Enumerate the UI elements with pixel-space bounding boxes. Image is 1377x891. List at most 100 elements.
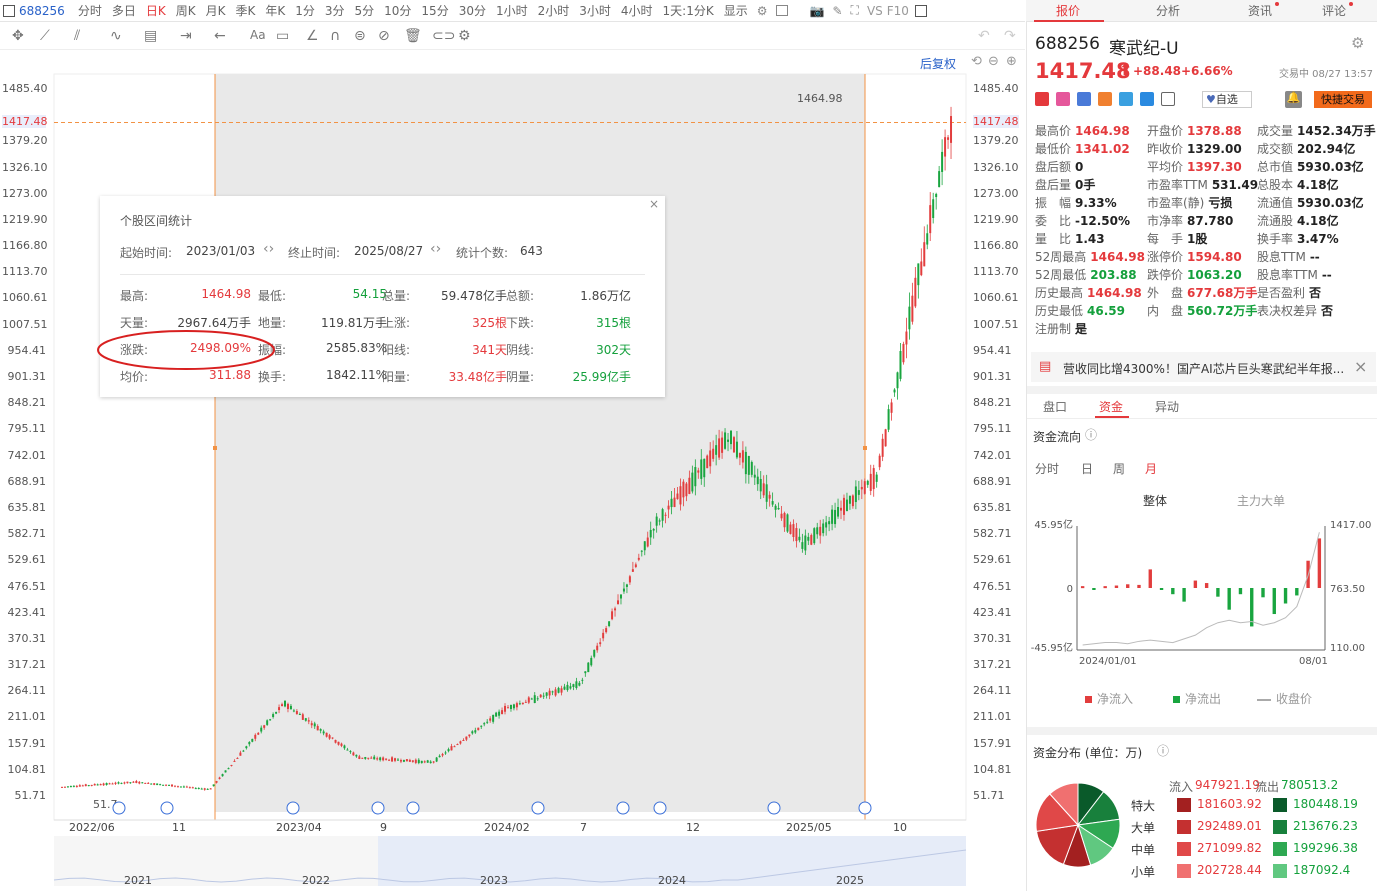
price-label-left: 582.71 <box>7 527 47 541</box>
flow-bar <box>1261 588 1265 598</box>
settings-icon[interactable]: ⚙ <box>1351 34 1365 52</box>
timeframe-1[interactable]: 多日 <box>111 4 136 18</box>
reset-icon[interactable]: ⟲ <box>971 54 982 69</box>
text-tool-icon[interactable]: Aa <box>250 28 266 42</box>
share-badge-icon[interactable] <box>1119 92 1133 106</box>
timeframe-4[interactable]: 月K <box>205 4 226 18</box>
candle-body <box>498 711 501 716</box>
dist-label: 中单 <box>1131 843 1156 857</box>
field-value: 0 <box>1075 160 1084 174</box>
timeframe-10[interactable]: 10分 <box>384 4 412 18</box>
camera-icon[interactable]: 📷 <box>809 3 825 18</box>
gear-icon[interactable]: ⚙ <box>458 28 471 44</box>
fib-tool-icon[interactable]: ▤ <box>144 28 158 44</box>
range-tool-icon[interactable]: ⇥ <box>180 28 192 44</box>
close-icon[interactable]: × <box>648 197 659 211</box>
quick-trade-button[interactable]: 快捷交易 <box>1314 91 1372 108</box>
info-icon[interactable]: ⓘ <box>1157 744 1170 758</box>
flag-icon[interactable] <box>1035 92 1049 106</box>
restore-adjust-link[interactable]: 后复权 <box>920 57 957 71</box>
db-badge-icon[interactable] <box>1077 92 1091 106</box>
period-tab-1[interactable]: 日 <box>1081 462 1094 476</box>
magnet-icon[interactable]: ∩ <box>330 28 341 44</box>
panel-toggle-icon[interactable] <box>3 4 15 17</box>
move-icon[interactable]: ✥ <box>12 28 24 44</box>
end-adjust-icon[interactable]: ‹› <box>430 241 442 257</box>
eraser-icon[interactable]: ∠ <box>306 28 319 44</box>
settings-icon[interactable]: ⚙ <box>756 3 768 18</box>
right-tab-2[interactable]: 资讯 <box>1248 2 1280 19</box>
candle-body <box>382 757 385 761</box>
info-icon[interactable]: ⓘ <box>1085 428 1098 442</box>
channel-tool-icon[interactable]: ⫽ <box>74 28 81 44</box>
candle-body <box>126 781 129 784</box>
fullscreen-icon[interactable]: ⛶ <box>850 3 859 17</box>
more-icon[interactable]: ⋯ <box>1345 158 1357 172</box>
price-label-right: 1485.40 <box>973 82 1019 95</box>
right-tab-3[interactable]: 评论 <box>1322 2 1354 19</box>
timeframe-14[interactable]: 2小时 <box>537 4 570 18</box>
note-badge-icon[interactable] <box>1161 92 1175 106</box>
f10-button[interactable]: F10 <box>886 3 909 18</box>
close-icon[interactable]: × <box>1354 357 1368 376</box>
alert-bell-icon[interactable]: 🔔 <box>1285 91 1302 108</box>
timeframe-17[interactable]: 1天:1分K <box>662 4 714 18</box>
lock-icon[interactable]: ⊜ <box>354 28 366 44</box>
timeframe-7[interactable]: 1分 <box>295 4 315 18</box>
pen-icon[interactable]: ✎ <box>832 3 843 18</box>
right-tab-0[interactable]: 报价 <box>1056 2 1080 19</box>
timeframe-0[interactable]: 分时 <box>77 4 102 18</box>
flow-subtab-1[interactable]: 主力大单 <box>1237 494 1286 508</box>
hide-icon[interactable]: ⊘ <box>378 28 390 44</box>
period-tab-3[interactable]: 月 <box>1145 462 1158 476</box>
tag-badge-icon[interactable] <box>1140 92 1154 106</box>
trash-icon[interactable]: 🗑 <box>404 28 422 44</box>
comment-tool-icon[interactable]: ▭ <box>276 28 290 44</box>
capital-tab-1[interactable]: 资金 <box>1099 400 1124 414</box>
chart-badge-icon[interactable] <box>1056 92 1070 106</box>
timeframe-2[interactable]: 日K <box>145 4 166 18</box>
price-label-right: 1113.70 <box>973 265 1019 279</box>
period-tab-2[interactable]: 周 <box>1113 462 1126 476</box>
timeframe-13[interactable]: 1小时 <box>495 4 528 18</box>
zoom-in-icon[interactable]: ⊕ <box>1006 54 1017 69</box>
end-date: 2025/08/27 <box>354 244 424 258</box>
capital-tab-0[interactable]: 盘口 <box>1043 400 1068 414</box>
flow-subtab-0[interactable]: 整体 <box>1143 494 1168 508</box>
sidebar-toggle-icon[interactable] <box>914 4 927 17</box>
start-adjust-icon[interactable]: ‹› <box>263 241 275 257</box>
field-label: 市盈率(静) <box>1147 196 1205 210</box>
capital-tab-2[interactable]: 异动 <box>1155 400 1180 414</box>
period-tab-0[interactable]: 分时 <box>1035 462 1060 476</box>
timeframe-5[interactable]: 季K <box>235 4 256 18</box>
timeframe-6[interactable]: 年K <box>265 4 286 18</box>
wave-tool-icon[interactable]: ∿ <box>110 28 122 44</box>
window-icon[interactable] <box>775 5 788 16</box>
line-tool-icon[interactable]: ⟋ <box>40 28 50 44</box>
timeframe-18[interactable]: 显示 <box>723 4 748 18</box>
arrow-tool-icon[interactable]: ← <box>214 28 226 44</box>
finance-badge-icon[interactable] <box>1098 92 1112 106</box>
timeframe-9[interactable]: 5分 <box>354 4 375 18</box>
kline-chart[interactable]: 1464.98 51.7 <box>0 70 1025 891</box>
news-banner[interactable]: ▤ 营收同比增4300%！国产AI芯片巨头寒武纪半年报... × <box>1031 352 1376 382</box>
candle-body <box>950 116 953 143</box>
right-tab-1[interactable]: 分析 <box>1156 2 1180 19</box>
timeframe-16[interactable]: 4小时 <box>620 4 653 18</box>
link-icon[interactable]: ⊂⊃ <box>432 28 456 44</box>
undo-icon[interactable]: ↶ <box>978 28 990 44</box>
timeframe-8[interactable]: 3分 <box>324 4 345 18</box>
quote-field: 振 幅 9.33% <box>1035 194 1117 211</box>
watchlist-button[interactable]: ♥自选 <box>1202 91 1252 108</box>
timeframe-15[interactable]: 3小时 <box>579 4 611 18</box>
event-icon <box>653 801 667 815</box>
candle-body <box>162 784 165 786</box>
timeframe-12[interactable]: 30分 <box>458 4 486 18</box>
vs-button[interactable]: VS <box>866 3 883 18</box>
timeframe-11[interactable]: 15分 <box>421 4 449 18</box>
stock-code[interactable]: 688256 <box>19 3 65 18</box>
candle-body <box>619 594 622 599</box>
zoom-out-icon[interactable]: ⊖ <box>988 54 999 69</box>
timeframe-3[interactable]: 周K <box>175 4 196 18</box>
redo-icon[interactable]: ↷ <box>1004 28 1016 44</box>
